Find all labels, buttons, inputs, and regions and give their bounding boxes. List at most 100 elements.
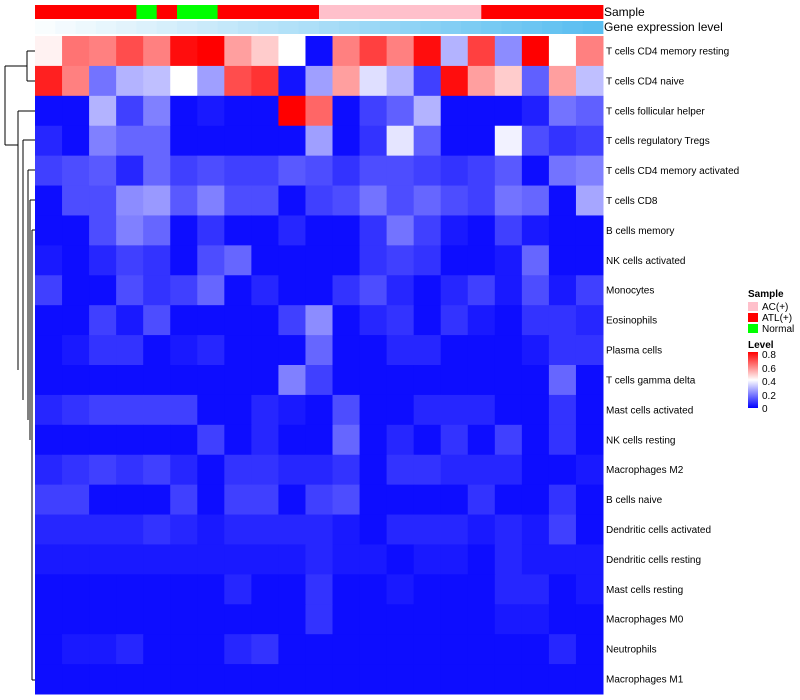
heatmap-cell bbox=[413, 95, 442, 127]
heatmap-cell bbox=[521, 484, 550, 516]
heatmap-cell bbox=[332, 245, 361, 276]
heatmap-cell bbox=[278, 574, 306, 605]
heatmap-cell bbox=[116, 65, 144, 97]
heatmap-cell bbox=[359, 394, 388, 426]
heatmap-cell bbox=[224, 65, 252, 97]
row-label: Plasma cells bbox=[606, 346, 662, 357]
heatmap-cell bbox=[467, 95, 496, 127]
sample-annotation-cell bbox=[400, 5, 421, 19]
heatmap-cell bbox=[89, 65, 117, 97]
heatmap-cell bbox=[494, 65, 523, 97]
heatmap-cell bbox=[278, 544, 306, 575]
heatmap-cell bbox=[386, 245, 415, 276]
heatmap-cell bbox=[62, 484, 90, 516]
heatmap-cell bbox=[305, 215, 334, 246]
heatmap-cell bbox=[143, 305, 171, 336]
annotation-bars bbox=[35, 5, 604, 34]
heatmap-cell bbox=[359, 424, 388, 456]
sample-annotation-cell bbox=[177, 5, 198, 19]
heatmap-cell bbox=[575, 454, 604, 486]
heatmap-cell bbox=[35, 245, 63, 276]
heatmap-cell bbox=[278, 664, 306, 695]
heatmap-cell bbox=[251, 394, 279, 426]
heatmap-cell bbox=[278, 95, 306, 127]
heatmap-cell bbox=[386, 185, 415, 216]
heatmap-cell bbox=[35, 514, 63, 545]
gene-expression-annotation-cell bbox=[562, 21, 584, 34]
heatmap-cell bbox=[440, 245, 469, 276]
heatmap-cell bbox=[521, 125, 550, 157]
heatmap-cell bbox=[467, 155, 496, 187]
heatmap-cell bbox=[116, 215, 144, 246]
heatmap-cell bbox=[521, 65, 550, 97]
heatmap-cell bbox=[170, 305, 198, 336]
heatmap-cell bbox=[251, 514, 279, 545]
heatmap-cell bbox=[35, 125, 63, 157]
heatmap-cell bbox=[143, 365, 171, 396]
heatmap-cell bbox=[35, 604, 63, 635]
heatmap-cell bbox=[224, 95, 252, 127]
heatmap-cell bbox=[332, 125, 361, 157]
heatmap-cell bbox=[116, 424, 144, 456]
heatmap-cell bbox=[62, 215, 90, 246]
sample-annotation-cell bbox=[339, 5, 360, 19]
heatmap-cell bbox=[467, 185, 496, 216]
heatmap-cell bbox=[305, 365, 334, 396]
heatmap-cell bbox=[467, 544, 496, 575]
heatmap-cell bbox=[170, 215, 198, 246]
row-label: T cells CD4 memory resting bbox=[606, 46, 729, 57]
heatmap-cell bbox=[413, 664, 442, 695]
heatmap-cell bbox=[521, 394, 550, 426]
heatmap-cell bbox=[467, 424, 496, 456]
sample-annotation-cell bbox=[116, 5, 137, 19]
heatmap-cell bbox=[224, 365, 252, 396]
heatmap-cell bbox=[197, 125, 225, 157]
heatmap-cell bbox=[332, 65, 361, 97]
heatmap-cell bbox=[170, 185, 198, 216]
heatmap-cell bbox=[224, 574, 252, 605]
heatmap-cell bbox=[224, 125, 252, 157]
sample-annotation-cell bbox=[197, 5, 218, 19]
heatmap-cell bbox=[467, 664, 496, 695]
heatmap-cell bbox=[494, 544, 523, 575]
heatmap-cell bbox=[251, 95, 279, 127]
heatmap-cell bbox=[548, 634, 577, 665]
heatmap-cell bbox=[575, 65, 604, 97]
sample-annotation-cell bbox=[278, 5, 300, 19]
heatmap-cell bbox=[440, 394, 469, 426]
legend-level-tick-0.4: 0.4 bbox=[762, 377, 776, 388]
heatmap-cell bbox=[224, 634, 252, 665]
heatmap-cell bbox=[170, 454, 198, 486]
heatmap-cell bbox=[413, 125, 442, 157]
heatmap-cell bbox=[197, 604, 225, 635]
row-dendrogram bbox=[4, 50, 35, 681]
row-label: Macrophages M0 bbox=[606, 615, 684, 626]
sample-annotation-cell bbox=[379, 5, 401, 19]
heatmap-cell bbox=[116, 335, 144, 366]
heatmap-cell bbox=[170, 484, 198, 516]
heatmap-cell bbox=[170, 155, 198, 187]
heatmap-cell bbox=[305, 394, 334, 426]
heatmap-cell bbox=[413, 604, 442, 635]
heatmap-cell bbox=[494, 394, 523, 426]
heatmap-cell bbox=[440, 215, 469, 246]
heatmap-cell bbox=[278, 275, 306, 306]
sample-annotation-cell bbox=[440, 5, 462, 19]
heatmap-cell bbox=[116, 664, 144, 695]
heatmap-cell bbox=[575, 275, 604, 306]
legend-level-colorbar bbox=[748, 352, 758, 408]
heatmap-cell bbox=[548, 245, 577, 276]
heatmap-cell bbox=[62, 185, 90, 216]
row-label: B cells memory bbox=[606, 226, 674, 237]
heatmap-cell bbox=[197, 664, 225, 695]
heatmap-cell bbox=[386, 454, 415, 486]
heatmap-cell bbox=[548, 125, 577, 157]
heatmap-cell bbox=[467, 245, 496, 276]
heatmap-cell bbox=[332, 95, 361, 127]
heatmap-cell bbox=[494, 664, 523, 695]
heatmap-cell bbox=[413, 365, 442, 396]
heatmap-cell bbox=[494, 275, 523, 306]
sample-annotation-cell bbox=[95, 5, 117, 19]
heatmap-cell bbox=[278, 245, 306, 276]
heatmap-cell bbox=[386, 36, 415, 67]
